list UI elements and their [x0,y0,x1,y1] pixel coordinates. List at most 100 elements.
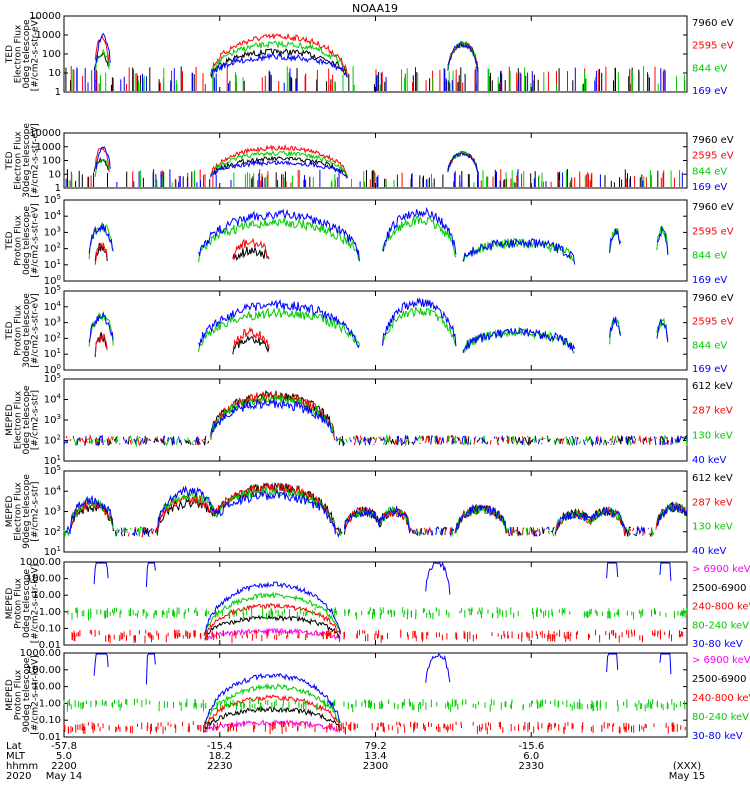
series-line-30-80-kev [204,581,341,634]
series-spikes-844-ev [68,169,681,187]
legend-entry: 844 eV [692,340,727,351]
y-axis-label: [#/cm2-s-str-eV] [31,293,41,368]
series-line-169-ev [95,146,479,179]
legend-entry: 2500-6900 [692,674,747,685]
legend-entry: 30-80 keV [692,639,743,650]
y-tick-label: 1000 [36,142,61,153]
y-tick-label: 10000 [29,128,61,139]
legend-entry: 130 keV [692,430,733,441]
legend-entry: 2595 eV [692,226,734,237]
y-axis-label: TED [5,151,15,170]
legend-entry: 7960 eV [692,135,734,146]
footer-tick-value: (XXX) [673,761,701,772]
legend-entry: 40 keV [692,546,726,557]
y-axis-label: [#/cm2-s-str-eV] [31,123,41,198]
y-axis-label: TED [5,45,15,64]
y-axis-label: Proton Flux [14,305,24,356]
legend-entry: 2595 eV [692,41,734,52]
legend-entry: 287 keV [692,406,733,417]
legend-entry: 7960 eV [692,293,734,304]
y-tick-label: 104 [44,393,62,406]
legend-entry: 844 eV [692,63,727,74]
footer-tick-value: -15.6 [518,741,544,752]
y-tick-label: 0.01 [39,640,61,651]
panel-frame [63,290,688,371]
y-axis-label: MEPED [5,496,15,528]
y-tick-label: 10.00 [32,682,61,693]
series-line-612-kev [96,389,688,448]
series-line-7960-ev [93,151,479,178]
legend-entry: 287 keV [692,497,733,508]
footer-tick-value: 79.2 [364,741,386,752]
legend-entry: 844 eV [692,166,727,177]
y-axis-label: 30deg telescope [22,293,32,368]
y-tick-label: 103 [44,505,61,518]
y-tick-label: 102 [44,525,61,538]
legend-entry: 844 eV [692,251,727,262]
series-line-2595-ev [94,32,479,77]
y-tick-label: 105 [44,464,61,477]
y-tick-label: 0.01 [39,732,61,743]
legend-entry: 169 eV [692,182,727,193]
y-axis-label: Electron Flux [14,24,24,83]
series-dots [67,607,688,621]
y-tick-label: 1 [55,87,61,98]
y-tick-label: 103 [44,225,61,238]
footer-row-label: MLT [6,751,26,762]
footer-tick-value: 2330 [519,761,544,772]
footer-tick-value: 2200 [51,761,76,772]
panel-frame [63,652,688,738]
series-line-844-ev [88,215,669,263]
panel-7: 1000.00 100.00 10.00 1.00 0.10 0.01 MEPEDProto… [5,557,750,651]
series-line-30-80-kev-spikes [93,653,672,685]
footer-tick-value: 13.4 [364,751,386,762]
series-line-2595-ev [94,237,270,265]
y-tick-label: 103 [44,316,61,329]
legend-entry: > 6900 keV [692,655,750,666]
series-spikes-2595-ev [70,66,666,91]
legend-entry: > 6900 keV [692,564,750,575]
y-tick-label: 1.00 [39,698,61,709]
y-tick-label: 10.00 [32,590,61,601]
footer-row-label: hhmm [6,761,38,772]
y-axis-label: Electron Flux [14,131,24,190]
series-line-240-800-kev [204,602,341,637]
y-axis-label: [#/cm2-s-str] [31,481,41,541]
series-line-30-80-kev-spikes [93,561,672,595]
legend-entry: 40 keV [692,455,726,466]
panel-8: 1000.00 100.00 10.00 1.00 0.10 0.01 MEPEDProto… [5,648,750,743]
series-line-30-80-kev [204,672,341,725]
series-line-2500-6900 [204,705,341,733]
legend-entry: 169 eV [692,364,727,375]
y-axis-label: Proton Flux [14,215,24,266]
legend-entry: 240-800 keV [692,693,750,704]
y-axis-label: Proton Flux [14,669,24,720]
y-tick-label: 104 [44,484,62,497]
y-tick-label: 0.10 [39,715,61,726]
figure-title: NOAA19 [352,2,398,15]
series-line--6900-kev [204,627,341,641]
series-line-40-kev [65,485,688,538]
legend-entry: 80-240 keV [692,620,749,631]
y-tick-label: 1 [55,183,61,194]
y-axis-label: 90deg telescope [22,474,32,549]
y-axis-label: MEPED [5,679,15,711]
y-tick-label: 104 [44,209,62,222]
footer-tick-value: 6.0 [523,751,539,762]
series-dots [63,721,686,735]
y-tick-label: 102 [44,434,61,447]
series-line-169-ev [95,32,479,79]
series-line-80-240-kev [204,682,341,727]
y-axis-label: TED [5,231,15,250]
series-line-7960-ev [94,243,270,262]
series-line-844-ev [94,40,479,81]
footer-tick-value: -57.8 [51,741,77,752]
y-axis-label: Electron Flux [14,482,24,541]
y-axis-label: Proton Flux [14,578,24,629]
